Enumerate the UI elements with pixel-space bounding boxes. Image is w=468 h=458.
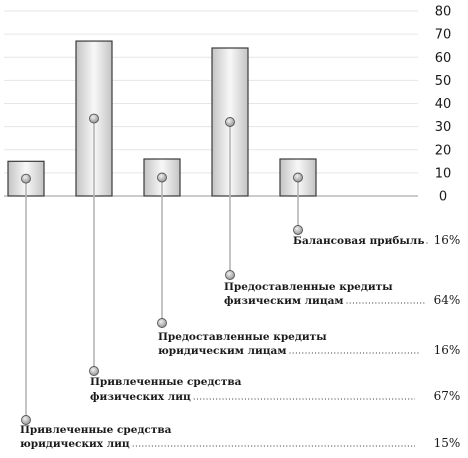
y-tick-label: 30: [435, 120, 452, 135]
label-marker-dot: [89, 366, 99, 376]
category-label-line2: юридическим лицам: [158, 345, 286, 357]
bar-marker-dot: [293, 172, 303, 183]
category-label-line2: юридических лиц: [20, 438, 130, 450]
category-label-line2: Балансовая прибыль: [293, 235, 424, 247]
bar-marker-dot: [89, 113, 99, 124]
y-tick-label: 60: [435, 51, 452, 66]
grid-lines: [4, 10, 418, 197]
category-label-line1: Предоставленные кредиты: [158, 331, 327, 343]
label-marker-dot: [21, 415, 31, 425]
y-tick-label: 50: [435, 74, 452, 89]
percentage-label: 64%: [434, 293, 461, 307]
bar-marker-dot: [225, 117, 235, 127]
y-axis: 0 10 20 30 40 50 60 70 80: [435, 5, 452, 205]
bar-marker-dot: [21, 173, 31, 184]
bars-group: [7, 40, 317, 197]
percentage-label: 16%: [434, 233, 461, 247]
y-tick-label: 40: [435, 97, 452, 112]
percentage-label: 67%: [434, 389, 461, 403]
y-tick-label: 70: [435, 28, 452, 43]
y-tick-label: 80: [435, 5, 452, 20]
leader-lines: [21, 113, 303, 425]
category-label-line1: Привлеченные средства: [20, 424, 172, 436]
y-tick-label: 10: [435, 166, 452, 181]
label-marker-dot: [157, 318, 167, 328]
y-tick-label: 0: [439, 190, 447, 205]
category-label-line1: Привлеченные средства: [90, 376, 242, 388]
category-label-line2: физическим лицам: [224, 295, 344, 307]
percentage-label: 16%: [434, 343, 461, 357]
category-label-line1: Предоставленные кредиты: [224, 281, 393, 293]
bar-marker-dot: [157, 172, 167, 183]
label-marker-dot: [225, 270, 235, 280]
percentage-label: 15%: [434, 436, 461, 450]
label-marker-dot: [293, 225, 303, 235]
y-tick-label: 20: [435, 143, 452, 158]
category-labels: Привлеченные средства юридических лиц 15% П…: [20, 233, 460, 450]
category-label-line2: физических лиц: [90, 391, 191, 403]
